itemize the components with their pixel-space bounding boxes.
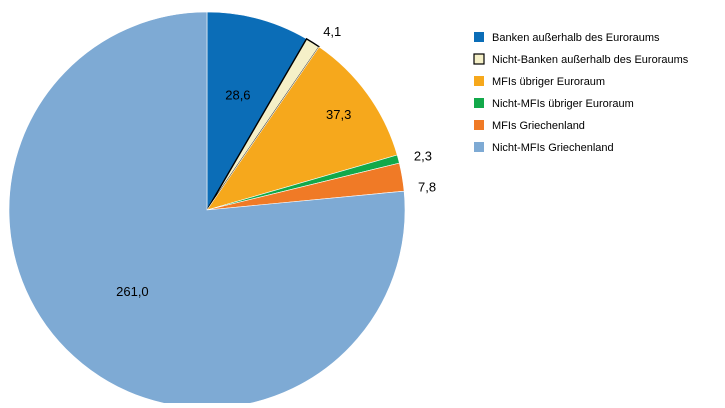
pie-data-label: 37,3 [326, 107, 351, 122]
pie-slices [8, 11, 406, 408]
pie-data-label: 28,6 [225, 87, 250, 102]
pie-data-labels: 28,6 4,1 37,3 2,3 7,8 261,0 [116, 24, 436, 299]
legend-label: Nicht-Banken außerhalb des Euroraums [492, 54, 689, 66]
pie-data-label: 4,1 [323, 24, 341, 39]
pie-slice [8, 11, 406, 408]
legend: Banken außerhalb des Euroraums Nicht-Bank… [473, 32, 689, 154]
pie-data-label: 261,0 [116, 284, 149, 299]
legend-swatch [474, 76, 484, 86]
legend-swatch [474, 32, 484, 42]
legend-label: Banken außerhalb des Euroraums [492, 32, 660, 44]
legend-label: MFIs übriger Euroraum [492, 76, 605, 88]
legend-swatch [474, 98, 484, 108]
pie-data-label: 7,8 [418, 179, 436, 194]
pie-slice [206, 11, 307, 212]
pie-slice [206, 46, 398, 211]
pie-data-label: 2,3 [414, 149, 432, 164]
legend-swatch [473, 53, 485, 65]
legend-label: Nicht-MFIs übriger Euroraum [492, 98, 634, 110]
legend-swatch [474, 142, 484, 152]
legend-label: Nicht-MFIs Griechenland [492, 142, 614, 154]
legend-swatch [474, 120, 484, 130]
legend-label: MFIs Griechenland [492, 120, 585, 132]
